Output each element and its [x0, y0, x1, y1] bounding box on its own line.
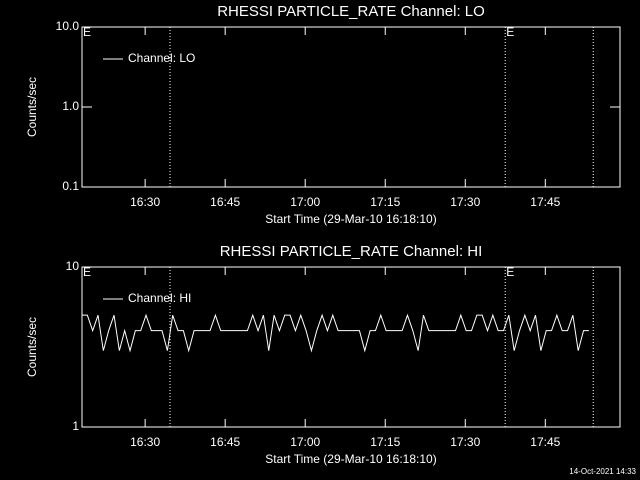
- x-axis-label: Start Time (29-Mar-10 16:18:10): [265, 212, 436, 226]
- y-tick-label: 0.1: [62, 179, 79, 193]
- event-marker: E: [506, 265, 514, 279]
- chart-title: RHESSI PARTICLE_RATE Channel: HI: [220, 243, 483, 260]
- y-tick-label: 1.0: [62, 99, 79, 113]
- event-marker: E: [506, 25, 514, 39]
- x-tick-label: 16:45: [210, 195, 240, 209]
- data-line: [82, 313, 589, 353]
- y-axis-label: Counts/sec: [25, 77, 39, 137]
- x-tick-label: 17:30: [450, 435, 480, 449]
- chart-title: RHESSI PARTICLE_RATE Channel: LO: [217, 3, 485, 20]
- x-tick-label: 17:30: [450, 195, 480, 209]
- x-tick-label: 17:15: [370, 435, 400, 449]
- footer: 14-Oct-2021 14:33: [569, 467, 636, 476]
- event-marker: E: [83, 25, 91, 39]
- event-marker: E: [83, 265, 91, 279]
- y-tick-label: 1: [72, 419, 79, 433]
- plot-frame: [81, 266, 621, 428]
- legend-label: Channel: LO: [128, 51, 195, 65]
- x-tick-label: 17:45: [530, 195, 560, 209]
- x-tick-label: 17:15: [370, 195, 400, 209]
- x-axis-label: Start Time (29-Mar-10 16:18:10): [265, 452, 436, 466]
- x-tick-label: 17:00: [290, 195, 320, 209]
- y-axis-label: Counts/sec: [25, 317, 39, 377]
- y-tick-label: 10: [66, 259, 80, 273]
- x-tick-label: 17:00: [290, 435, 320, 449]
- x-tick-label: 16:30: [130, 435, 160, 449]
- x-tick-label: 17:45: [530, 435, 560, 449]
- x-tick-label: 16:30: [130, 195, 160, 209]
- y-tick-label: 10.0: [56, 19, 80, 33]
- legend-label: Channel: HI: [128, 291, 191, 305]
- x-tick-label: 16:45: [210, 435, 240, 449]
